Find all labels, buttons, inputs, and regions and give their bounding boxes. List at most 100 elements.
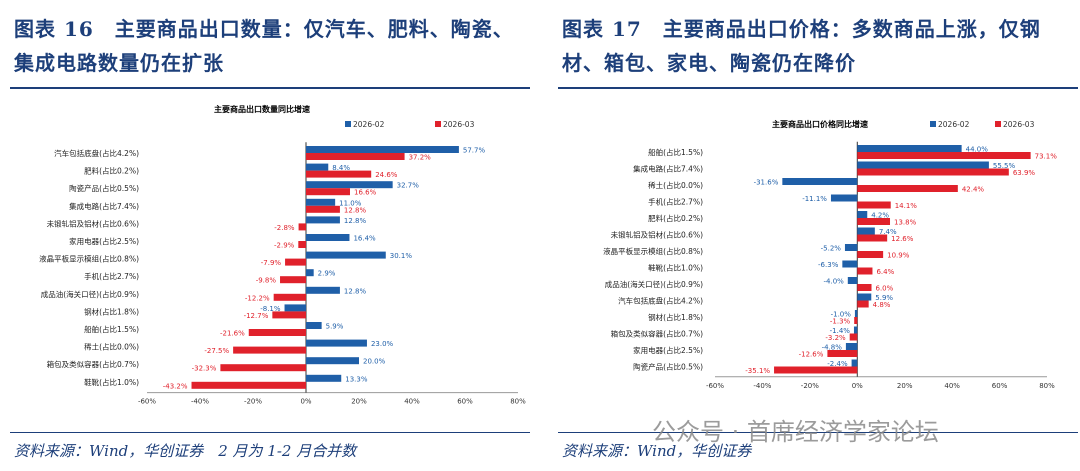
data-label: 73.1% (1035, 153, 1058, 161)
data-label: -21.6% (220, 330, 245, 338)
data-label: 2.9% (318, 270, 336, 278)
figure-17-title: 图表 17 主要商品出口价格：多数商品上涨，仅钢 材、箱包、家电、陶瓷仍在降价 (562, 12, 1041, 80)
data-label: 16.6% (354, 189, 377, 197)
data-label: -31.6% (754, 179, 779, 187)
legend-swatch (345, 121, 351, 127)
x-tick-label: -60% (706, 382, 724, 390)
bar-2026-02 (847, 277, 858, 284)
bar-2026-02 (306, 374, 342, 382)
bar-2026-03 (854, 317, 858, 324)
data-label: -11.1% (802, 195, 827, 203)
bar-2026-03 (273, 293, 306, 301)
bar-2026-03 (774, 366, 858, 374)
data-label: -2.9% (274, 242, 295, 250)
bar-2026-02 (306, 339, 367, 347)
data-label: -1.0% (831, 311, 852, 319)
data-label: -2.8% (274, 224, 295, 232)
category-label: 箱包及类似容器(占比0.7%) (47, 359, 139, 369)
bar-2026-03 (857, 251, 884, 258)
data-label: -35.1% (745, 367, 770, 375)
data-label: 10.9% (887, 252, 910, 260)
bar-2026-02 (306, 357, 359, 365)
data-label: 12.8% (344, 206, 367, 214)
bar-2026-02 (306, 234, 350, 241)
category-label: 未锻轧铝及铝材(占比0.6%) (611, 230, 703, 240)
data-label: 12.8% (344, 287, 367, 295)
data-label: 11.0% (339, 199, 362, 207)
category-label: 鞋靴(占比1.0%) (84, 377, 139, 387)
bar-2026-03 (857, 201, 891, 209)
category-label: 稀土(占比0.0%) (84, 342, 139, 352)
data-label: -9.8% (256, 277, 277, 285)
bar-2026-03 (272, 311, 306, 319)
category-label: 陶瓷产品(占比0.5%) (69, 183, 139, 193)
bar-2026-02 (306, 216, 340, 224)
bar-2026-03 (191, 381, 306, 389)
bar-2026-03 (857, 300, 869, 308)
x-tick-label: -60% (138, 398, 156, 406)
bar-2026-03 (857, 234, 888, 242)
bar-2026-02 (306, 163, 329, 171)
bar-2026-03 (857, 218, 891, 225)
bar-2026-03 (298, 241, 306, 248)
x-tick-label: 40% (944, 382, 960, 390)
chart-title: 主要商品出口数量同比增速 (214, 104, 310, 114)
category-label: 船舶(占比1.5%) (648, 147, 703, 157)
data-label: -7.9% (261, 259, 282, 267)
category-label: 液晶平板显示模组(占比0.8%) (603, 246, 703, 256)
bar-2026-02 (845, 343, 858, 350)
bar-2026-02 (853, 326, 858, 334)
bar-2026-02 (842, 260, 858, 268)
figure-16-title: 图表 16 主要商品出口数量：仅汽车、肥料、陶瓷、 集成电路数量仍在扩张 (14, 12, 514, 80)
data-label: 37.2% (409, 154, 432, 162)
bar-2026-02 (851, 359, 858, 367)
data-label: -6.3% (818, 261, 839, 269)
x-tick-label: 60% (457, 398, 473, 406)
x-tick-label: 80% (1039, 382, 1055, 390)
data-label: 4.8% (873, 301, 891, 309)
bar-2026-03 (306, 205, 340, 213)
bar-2026-03 (248, 329, 306, 336)
data-label: -1.4% (830, 327, 851, 335)
legend-label: 2026-03 (443, 120, 475, 129)
bar-2026-02 (306, 181, 393, 189)
source-note: 资料来源：Wind，华创证券 2 月为 1-2 月合并数 (14, 442, 357, 460)
legend-swatch (995, 121, 1001, 127)
bar-2026-03 (857, 185, 958, 192)
data-label: 12.8% (344, 217, 367, 225)
title-line: 图表 17 主要商品出口价格：多数商品上涨，仅钢 (562, 17, 1041, 41)
category-label: 集成电路(占比7.4%) (633, 164, 703, 174)
bar-2026-02 (782, 178, 858, 185)
bar-2026-03 (857, 152, 1031, 159)
category-label: 液晶平板显示模组(占比0.8%) (39, 254, 139, 264)
x-tick-label: 0% (300, 398, 311, 406)
data-label: 44.0% (966, 146, 989, 154)
figure-16: 图表 16 主要商品出口数量：仅汽车、肥料、陶瓷、 集成电路数量仍在扩张 资料来源… (10, 12, 530, 460)
category-label: 箱包及类似容器(占比0.7%) (611, 329, 703, 339)
bar-2026-02 (306, 286, 340, 294)
divider (558, 87, 1078, 89)
divider (558, 432, 1078, 433)
data-label: 6.4% (876, 268, 894, 276)
data-label: -12.6% (799, 351, 824, 359)
x-tick-label: -20% (801, 382, 819, 390)
data-label: -8.1% (260, 305, 281, 313)
category-label: 陶瓷产品(占比0.5%) (633, 362, 703, 372)
divider (10, 87, 530, 89)
title-line: 材、箱包、家电、陶瓷仍在降价 (562, 51, 856, 75)
bar-2026-03 (827, 350, 858, 357)
data-label: 30.1% (390, 252, 413, 260)
data-label: 63.9% (1013, 169, 1036, 177)
data-label: 20.0% (363, 358, 386, 366)
category-label: 钢材(占比1.8%) (648, 312, 703, 322)
source-note: 资料来源：Wind，华创证券 (562, 442, 752, 460)
data-label: 57.7% (463, 147, 486, 155)
bar-2026-03 (857, 284, 872, 291)
bar-2026-02 (306, 322, 322, 329)
data-label: 12.6% (891, 235, 914, 243)
title-line: 图表 16 主要商品出口数量：仅汽车、肥料、陶瓷、 (14, 17, 514, 41)
category-label: 鞋靴(占比1.0%) (648, 263, 703, 273)
category-label: 未锻轧铝及铝材(占比0.6%) (47, 218, 139, 228)
data-label: 5.9% (875, 294, 893, 302)
